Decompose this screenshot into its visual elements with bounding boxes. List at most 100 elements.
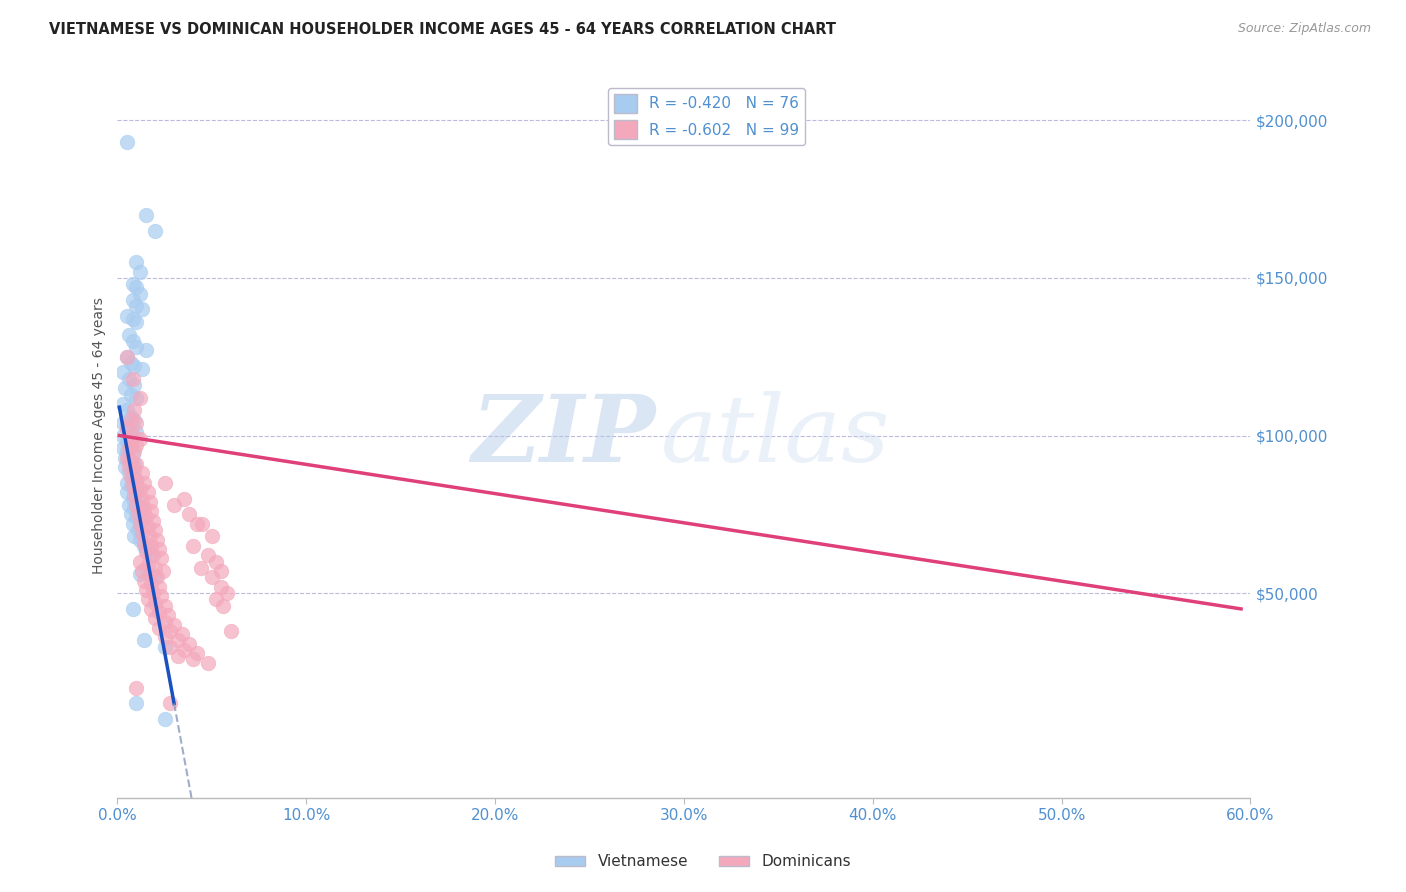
Point: [135, 510, 157, 524]
Point: [121, 491, 143, 506]
Point: [142, 586, 165, 600]
Point: [115, 475, 138, 490]
Point: [118, 498, 141, 512]
Point: [136, 520, 159, 534]
Point: [138, 494, 160, 508]
Point: [125, 510, 148, 524]
Point: [115, 136, 138, 150]
Point: [129, 264, 152, 278]
Point: [121, 311, 143, 326]
Point: [118, 441, 141, 455]
Point: [129, 286, 152, 301]
Point: [120, 409, 142, 424]
Point: [141, 539, 163, 553]
Point: [115, 419, 138, 434]
Point: [179, 508, 201, 522]
Point: [132, 475, 155, 490]
Point: [121, 447, 143, 461]
Point: [124, 488, 146, 502]
Point: [131, 362, 153, 376]
Point: [149, 551, 172, 566]
Point: [124, 529, 146, 543]
Point: [143, 561, 166, 575]
Point: [131, 302, 153, 317]
Point: [121, 372, 143, 386]
Point: [135, 541, 157, 556]
Point: [146, 570, 169, 584]
Point: [148, 580, 170, 594]
Point: [125, 315, 148, 329]
Point: [131, 467, 153, 481]
Point: [159, 624, 181, 638]
Point: [115, 434, 138, 449]
Point: [131, 564, 153, 578]
Point: [143, 224, 166, 238]
Point: [118, 372, 141, 386]
Point: [120, 434, 142, 449]
Point: [204, 555, 226, 569]
Point: [129, 482, 152, 496]
Point: [115, 450, 138, 465]
Point: [136, 592, 159, 607]
Point: [124, 501, 146, 516]
Text: ZIP: ZIP: [471, 391, 655, 481]
Point: [135, 343, 157, 358]
Point: [115, 485, 138, 500]
Point: [148, 621, 170, 635]
Y-axis label: Householder Income Ages 45 - 64 years: Householder Income Ages 45 - 64 years: [93, 297, 107, 574]
Point: [125, 498, 148, 512]
Point: [125, 280, 148, 294]
Point: [143, 570, 166, 584]
Point: [121, 479, 143, 493]
Point: [204, 592, 226, 607]
Point: [129, 533, 152, 547]
Point: [167, 633, 190, 648]
Point: [114, 450, 136, 465]
Point: [114, 460, 136, 475]
Point: [112, 428, 135, 442]
Point: [153, 640, 176, 654]
Point: [121, 293, 143, 307]
Point: [112, 441, 135, 455]
Point: [215, 586, 238, 600]
Point: [136, 485, 159, 500]
Point: [124, 457, 146, 471]
Point: [197, 549, 219, 563]
Legend: R = -0.420   N = 76, R = -0.602   N = 99: R = -0.420 N = 76, R = -0.602 N = 99: [607, 88, 806, 145]
Point: [121, 516, 143, 531]
Point: [138, 529, 160, 543]
Point: [191, 516, 214, 531]
Point: [129, 504, 152, 518]
Point: [112, 397, 135, 411]
Point: [181, 652, 204, 666]
Point: [124, 403, 146, 417]
Point: [129, 432, 152, 446]
Point: [118, 327, 141, 342]
Point: [120, 413, 142, 427]
Point: [170, 627, 193, 641]
Point: [121, 428, 143, 442]
Point: [153, 630, 176, 644]
Point: [129, 516, 152, 531]
Point: [125, 391, 148, 405]
Point: [141, 602, 163, 616]
Point: [148, 605, 170, 619]
Point: [201, 570, 224, 584]
Point: [125, 697, 148, 711]
Point: [131, 526, 153, 541]
Point: [186, 646, 208, 660]
Point: [143, 596, 166, 610]
Point: [125, 473, 148, 487]
Point: [115, 350, 138, 364]
Point: [125, 473, 148, 487]
Point: [129, 391, 152, 405]
Text: VIETNAMESE VS DOMINICAN HOUSEHOLDER INCOME AGES 45 - 64 YEARS CORRELATION CHART: VIETNAMESE VS DOMINICAN HOUSEHOLDER INCO…: [49, 22, 837, 37]
Point: [136, 558, 159, 572]
Point: [131, 491, 153, 506]
Point: [125, 482, 148, 496]
Point: [112, 366, 135, 380]
Point: [125, 438, 148, 452]
Point: [159, 697, 181, 711]
Point: [120, 454, 142, 468]
Point: [125, 681, 148, 695]
